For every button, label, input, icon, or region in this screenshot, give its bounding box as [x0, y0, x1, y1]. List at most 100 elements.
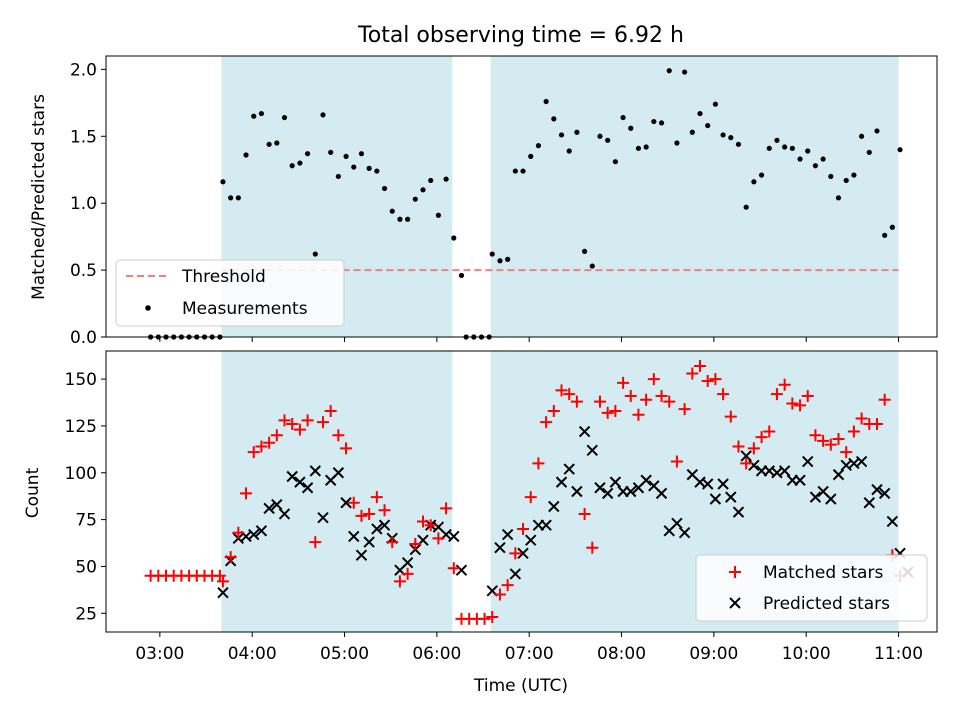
matched-star-point	[870, 418, 883, 431]
measurement-point	[558, 132, 565, 138]
matched-star-point	[278, 414, 291, 427]
measurement-point	[643, 144, 649, 150]
predicted-star-point	[863, 497, 875, 509]
top-legend-frame	[115, 259, 345, 327]
legend-measurements-label: Measurements	[182, 299, 308, 319]
measurement-point	[220, 179, 226, 185]
matched-star-point	[809, 429, 822, 442]
measurement-point	[766, 145, 772, 151]
predicted-star-point	[640, 474, 652, 486]
top-y-tick-label: 1.0	[70, 194, 97, 214]
matched-star-point	[555, 384, 568, 397]
measurement-point	[274, 140, 280, 146]
measurement-point	[228, 195, 234, 201]
x-tick-label: 07:00	[505, 644, 554, 664]
measurement-point	[697, 110, 703, 117]
predicted-star-point	[748, 459, 760, 471]
measurement-point	[828, 173, 834, 180]
measurement-point	[866, 149, 872, 155]
matched-star-point	[624, 389, 637, 402]
matched-star-point	[232, 526, 245, 539]
matched-star-point	[701, 374, 714, 387]
predicted-star-point	[701, 478, 714, 490]
matched-star-point	[794, 399, 807, 412]
measurement-point	[658, 120, 665, 126]
predicted-star-point	[455, 564, 468, 576]
measurement-point	[551, 116, 557, 122]
matched-star-point	[724, 410, 737, 423]
bottom-y-tick-label: 100	[65, 464, 97, 484]
measurement-point	[574, 129, 580, 135]
predicted-star-point	[548, 500, 560, 513]
measurement-point	[374, 168, 380, 174]
measurement-point	[512, 168, 518, 174]
measurement-point	[705, 122, 711, 129]
predicted-star-point	[309, 465, 321, 477]
matched-star-point	[447, 562, 460, 575]
matched-star-point	[517, 522, 530, 535]
measurement-point	[328, 149, 334, 155]
measurement-point	[728, 135, 734, 141]
measurement-point	[812, 163, 819, 169]
predicted-star-point	[678, 527, 691, 539]
matched-star-point	[216, 575, 229, 588]
matched-star-point	[686, 367, 699, 380]
predicted-star-point	[671, 517, 683, 530]
measurement-point	[243, 152, 249, 158]
matched-star-point	[340, 442, 353, 455]
matched-star-point	[747, 442, 760, 455]
matched-star-point	[578, 507, 591, 520]
predicted-star-point	[825, 493, 837, 505]
matched-star-point	[817, 434, 830, 447]
predicted-star-point	[794, 474, 806, 486]
predicted-star-point	[709, 493, 722, 505]
measurement-point	[489, 251, 495, 257]
predicted-star-point	[378, 519, 391, 531]
measurement-point	[835, 195, 842, 201]
matched-star-point	[586, 541, 599, 554]
matched-star-point	[347, 496, 360, 509]
matched-star-point	[655, 389, 668, 402]
measurement-point	[389, 208, 395, 214]
measurement-point	[712, 101, 719, 107]
predicted-star-point	[609, 476, 622, 488]
x-tick-label: 05:00	[320, 644, 369, 664]
legend-matched-swatch	[729, 566, 741, 578]
predicted-star-point	[802, 455, 814, 468]
matched-star-point	[709, 373, 722, 386]
measurement-point	[351, 164, 357, 170]
bottom-y-tick-label: 50	[75, 557, 97, 577]
matched-star-point	[840, 446, 853, 459]
matched-star-point	[670, 455, 683, 468]
predicted-star-point	[517, 547, 529, 560]
matched-star-point	[401, 567, 414, 580]
x-tick-label: 03:00	[135, 644, 184, 664]
x-tick-label: 11:00	[874, 644, 923, 664]
predicted-star-point	[855, 455, 868, 468]
predicted-star-point	[271, 498, 283, 511]
matched-star-point	[786, 397, 799, 410]
measurement-point	[258, 110, 265, 117]
measurement-point	[628, 125, 634, 131]
matched-star-point	[432, 532, 445, 545]
matched-star-point	[440, 502, 453, 515]
predicted-star-point	[294, 476, 306, 488]
predicted-star-point	[778, 465, 791, 477]
legend-matched-label: Matched stars	[763, 563, 883, 583]
predicted-star-point	[540, 519, 552, 531]
predicted-star-point	[317, 512, 329, 524]
measurement-point	[720, 132, 726, 138]
bottom-y-tick-label: 75	[75, 511, 97, 531]
predicted-star-point	[625, 485, 637, 498]
measurement-point	[420, 187, 426, 193]
measurement-point	[651, 118, 657, 125]
measurement-point	[366, 165, 372, 171]
measurement-point	[320, 112, 326, 118]
measurement-point	[782, 144, 788, 150]
top-ylabel: Matched/Predicted stars	[29, 94, 49, 300]
x-tick-label: 06:00	[412, 644, 461, 664]
legend-threshold-label: Threshold	[181, 267, 266, 287]
matched-star-point	[678, 403, 691, 416]
predicted-star-point	[448, 530, 460, 543]
predicted-star-point	[355, 549, 368, 561]
